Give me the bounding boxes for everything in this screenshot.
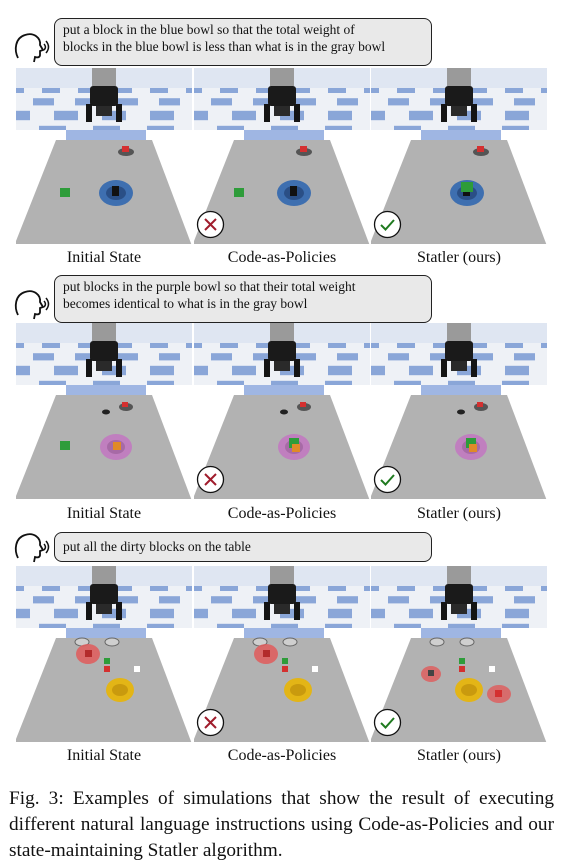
simulation-scene <box>16 566 192 742</box>
simulation-panel <box>16 68 192 244</box>
speaking-head-icon <box>14 533 50 563</box>
simulation-panel <box>194 566 370 742</box>
instruction-row-2: put blocks in the purple bowl so that th… <box>0 275 562 323</box>
panel-caption: Code-as-Policies <box>227 505 337 522</box>
speaking-head-icon <box>14 33 50 63</box>
panel-caption: Statler (ours) <box>417 505 501 522</box>
instruction-line: put blocks in the purple bowl so that th… <box>63 279 356 294</box>
instruction-line: put all the dirty blocks on the table <box>63 539 251 554</box>
check-icon <box>373 465 402 494</box>
instruction-bubble: put all the dirty blocks on the table <box>54 532 432 562</box>
simulation-scene <box>16 68 192 244</box>
figure-caption: Fig. 3: Examples of simulations that sho… <box>9 788 554 861</box>
simulation-scene <box>16 323 192 499</box>
panel-caption: Initial State <box>66 747 142 764</box>
simulation-panel <box>16 566 192 742</box>
cross-icon <box>196 708 225 737</box>
simulation-scene <box>194 68 370 244</box>
simulation-panel <box>16 323 192 499</box>
panel-caption: Code-as-Policies <box>227 747 337 764</box>
instruction-bubble: put a block in the blue bowl so that the… <box>54 18 432 66</box>
simulation-scene <box>194 566 370 742</box>
panel-caption: Initial State <box>66 249 142 266</box>
instruction-bubble: put blocks in the purple bowl so that th… <box>54 275 432 323</box>
cross-icon <box>196 210 225 239</box>
instruction-line: becomes identical to what is in the gray… <box>63 296 308 311</box>
instruction-line: blocks in the blue bowl is less than wha… <box>63 39 386 54</box>
panel-caption: Statler (ours) <box>417 249 501 266</box>
instruction-line: put a block in the blue bowl so that the… <box>63 22 355 37</box>
panel-caption: Initial State <box>66 505 142 522</box>
instruction-row-1: put a block in the blue bowl so that the… <box>0 18 562 66</box>
panel-caption: Statler (ours) <box>417 747 501 764</box>
speaking-head-icon <box>14 290 50 320</box>
check-icon <box>373 210 402 239</box>
cross-icon <box>196 465 225 494</box>
panel-caption: Code-as-Policies <box>227 249 337 266</box>
simulation-panel <box>194 68 370 244</box>
instruction-row-3: put all the dirty blocks on the table <box>0 532 562 580</box>
check-icon <box>373 708 402 737</box>
